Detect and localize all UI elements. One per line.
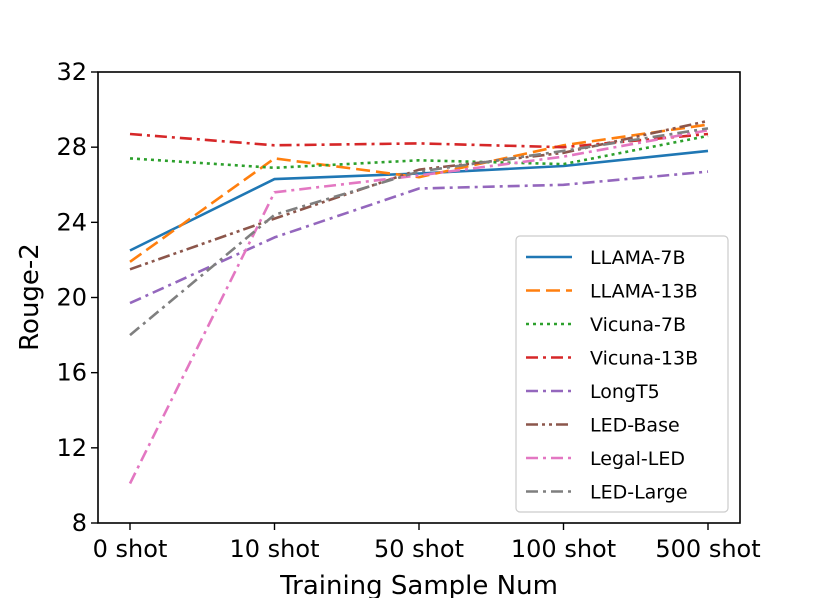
x-tick-label: 100 shot [511,535,616,563]
y-tick-label: 28 [56,133,87,161]
x-tick-label: 10 shot [230,535,320,563]
y-tick-label: 32 [56,58,87,86]
series-layer [128,119,709,485]
legend-label: Legal-LED [590,448,685,470]
legend-label: LLAMA-13B [590,281,698,303]
legend-label: LongT5 [590,381,660,403]
axes-layer: 0 shot 10 shot 50 shot 100 shot 500 shot 8 12 1… [56,58,760,563]
x-axis-label: Training Sample Num [279,571,558,598]
legend-label: LED-Base [590,415,680,437]
x-tick-label: 50 shot [374,535,464,563]
y-tick-label: 12 [56,434,87,462]
y-tick-label: 16 [56,359,87,387]
x-tick-label: 0 shot [93,535,168,563]
y-tick-label: 20 [56,284,87,312]
legend-frame [515,235,729,513]
x-tick-label: 500 shot [655,535,760,563]
legend-label: Vicuna-7B [590,314,686,336]
legend-label: Vicuna-13B [590,348,698,370]
legend-label: LLAMA-7B [590,247,686,269]
series-line-led-large [129,127,709,337]
y-tick-label: 24 [56,208,87,236]
legend-items: LLAMA-7B LLAMA-13B Vicuna-7B Vicuna-13B Long… [526,247,698,504]
y-tick-label: 8 [72,509,87,537]
series-line-llama-13b [129,123,709,263]
legend: LLAMA-7B LLAMA-13B Vicuna-7B Vicuna-13B Long… [515,235,729,513]
series-line-vicuna-7b [129,134,709,170]
series-line-llama-7b [129,149,709,252]
legend-label: LED-Large [590,482,688,504]
y-axis-label: Rouge-2 [15,243,45,351]
series-line-led-base [129,119,709,271]
